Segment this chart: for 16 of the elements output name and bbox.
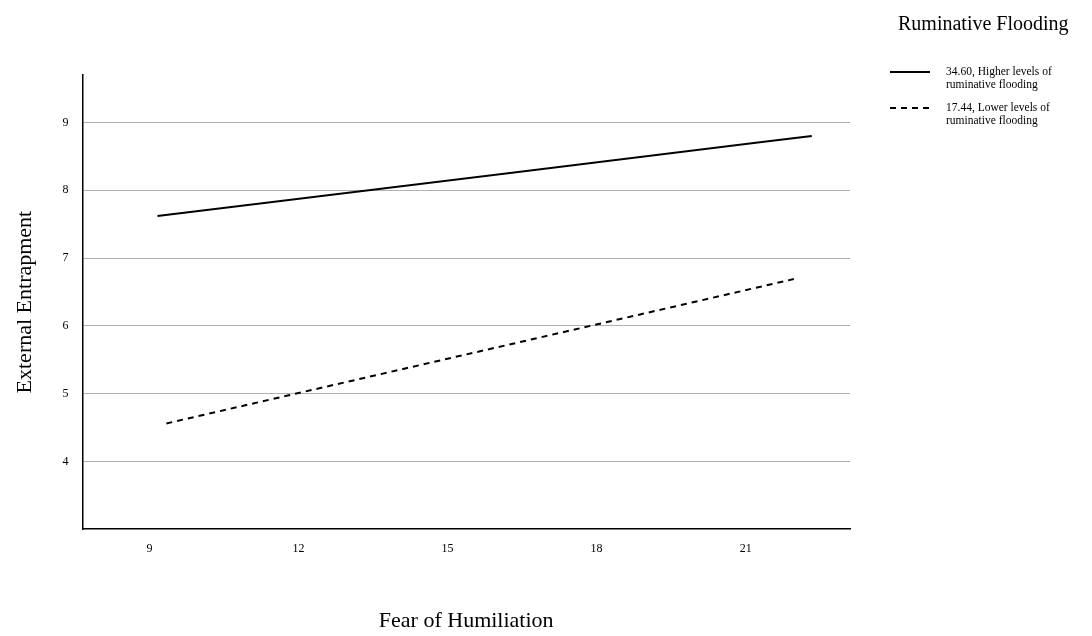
legend-title: Ruminative Flooding: [898, 12, 1070, 35]
x-tick-label: 15: [441, 540, 454, 555]
x-tick-label: 12: [292, 540, 305, 555]
y-tick-label: 9: [62, 114, 69, 129]
legend-label: 34.60, Higher levels of ruminative flooding: [946, 65, 1053, 91]
y-tick-label: 8: [62, 182, 69, 197]
y-axis-title: External Entrapment: [10, 210, 36, 394]
legend-label: 17.44, Lower levels of ruminative flooding: [946, 101, 1051, 127]
x-tick-label: 9: [146, 540, 153, 555]
x-tick-label: 18: [590, 540, 603, 555]
y-tick-label: 5: [62, 385, 69, 400]
y-tick-label: 6: [62, 317, 69, 332]
y-tick-label: 4: [62, 453, 69, 468]
y-tick-label: 7: [62, 250, 69, 265]
x-tick-label: 21: [739, 540, 752, 555]
x-axis-title: Fear of Humiliation: [378, 606, 554, 632]
